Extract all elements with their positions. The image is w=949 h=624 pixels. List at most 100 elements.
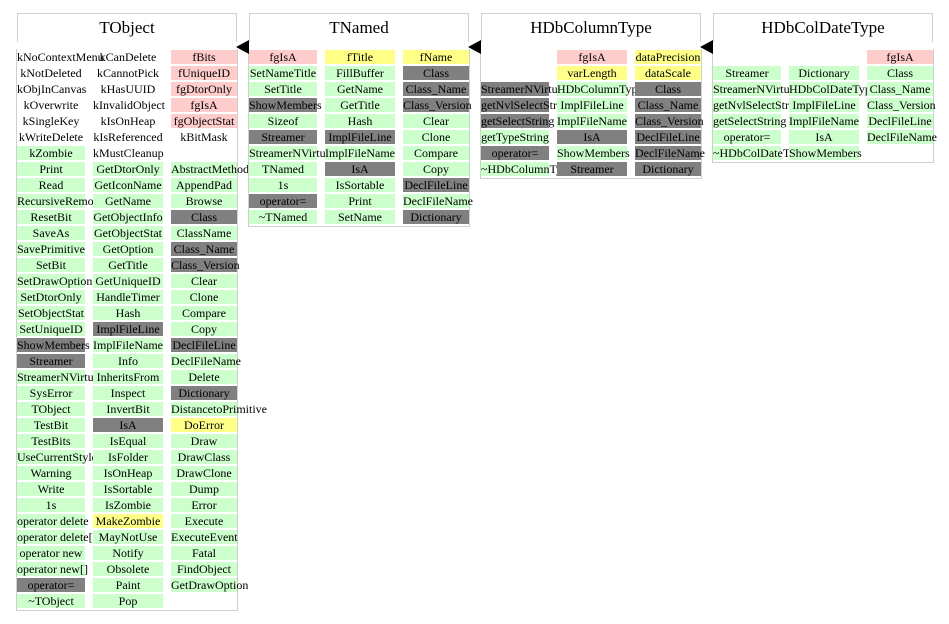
member-item[interactable]: operator new bbox=[17, 546, 85, 560]
member-item[interactable]: GetIconName bbox=[93, 178, 163, 192]
member-item[interactable]: Warning bbox=[17, 466, 85, 480]
member-item[interactable]: ShowMembers bbox=[557, 146, 630, 160]
member-item[interactable]: Class bbox=[867, 66, 933, 80]
member-item[interactable]: Draw bbox=[171, 434, 237, 448]
member-item[interactable]: operator= bbox=[17, 578, 85, 592]
member-item[interactable]: Class_Name bbox=[635, 98, 701, 112]
member-item[interactable]: MayNotUse bbox=[93, 530, 163, 544]
member-item[interactable]: Copy bbox=[403, 162, 469, 176]
member-item[interactable]: TNamed bbox=[249, 162, 317, 176]
member-item[interactable]: Clear bbox=[171, 274, 237, 288]
member-item[interactable]: Class_Version bbox=[867, 98, 936, 112]
member-item[interactable]: TObject bbox=[17, 402, 85, 416]
member-item[interactable]: SaveAs bbox=[17, 226, 85, 240]
member-item[interactable]: Class bbox=[635, 82, 701, 96]
member-item[interactable]: MakeZombie bbox=[93, 514, 163, 528]
data-member[interactable]: fUniqueID bbox=[171, 66, 237, 80]
member-item[interactable]: Class bbox=[171, 210, 237, 224]
data-member[interactable]: fgObjectStat bbox=[171, 114, 237, 128]
data-member[interactable]: fgIsA bbox=[557, 50, 627, 64]
member-item[interactable]: Paint bbox=[93, 578, 163, 592]
member-item[interactable]: ExecuteEvent bbox=[171, 530, 238, 544]
member-item[interactable]: Dictionary bbox=[635, 162, 701, 176]
member-item[interactable]: kWriteDelete bbox=[18, 130, 84, 144]
member-item[interactable]: SetName bbox=[325, 210, 395, 224]
member-item[interactable]: GetDtorOnly bbox=[93, 162, 163, 176]
member-item[interactable]: UseCurrentStyle bbox=[17, 450, 97, 464]
data-member[interactable]: fgIsA bbox=[249, 50, 317, 64]
member-item[interactable]: SetDrawOption bbox=[17, 274, 93, 288]
member-item[interactable]: ImplFileName bbox=[557, 114, 627, 128]
member-item[interactable]: 1s bbox=[17, 498, 85, 512]
member-item[interactable]: operator= bbox=[481, 146, 549, 160]
member-item[interactable]: GetName bbox=[93, 194, 163, 208]
member-item[interactable]: GetName bbox=[325, 82, 395, 96]
member-item[interactable]: kObjInCanvas bbox=[17, 82, 87, 96]
member-item[interactable]: kInvalidObject bbox=[93, 98, 165, 112]
member-item[interactable]: IsSortable bbox=[93, 482, 163, 496]
member-item[interactable]: ~TNamed bbox=[249, 210, 317, 224]
member-item[interactable]: Class_Name bbox=[867, 82, 933, 96]
member-item[interactable]: Read bbox=[17, 178, 85, 192]
member-item[interactable]: Class_Name bbox=[171, 242, 237, 256]
member-item[interactable]: DeclFileLine bbox=[867, 114, 933, 128]
member-item[interactable]: operator= bbox=[249, 194, 317, 208]
member-item[interactable]: StreamerNVirtual bbox=[17, 370, 103, 384]
member-item[interactable]: Obsolete bbox=[93, 562, 163, 576]
member-item[interactable]: Streamer bbox=[557, 162, 627, 176]
member-item[interactable]: RecursiveRemove bbox=[17, 194, 105, 208]
member-item[interactable]: TestBits bbox=[17, 434, 85, 448]
member-item[interactable]: Error bbox=[171, 498, 237, 512]
member-item[interactable]: FindObject bbox=[171, 562, 237, 576]
data-member[interactable]: fgIsA bbox=[867, 50, 933, 64]
member-item[interactable]: Print bbox=[325, 194, 395, 208]
member-item[interactable]: ClassName bbox=[171, 226, 237, 240]
member-item[interactable]: Streamer bbox=[249, 130, 317, 144]
data-member[interactable]: fgDtorOnly bbox=[171, 82, 237, 96]
member-item[interactable]: Sizeof bbox=[249, 114, 317, 128]
member-item[interactable]: getSelectString bbox=[713, 114, 787, 128]
member-item[interactable]: DistancetoPrimitive bbox=[171, 402, 267, 416]
member-item[interactable]: StreamerNVirtual bbox=[249, 146, 335, 160]
member-item[interactable]: varLength bbox=[557, 66, 627, 80]
member-item[interactable]: AbstractMethod bbox=[171, 162, 249, 176]
member-item[interactable]: GetOption bbox=[93, 242, 163, 256]
member-item[interactable]: kZombie bbox=[17, 146, 85, 160]
member-item[interactable]: Class_Version bbox=[403, 98, 472, 112]
member-item[interactable]: Clone bbox=[171, 290, 237, 304]
member-item[interactable]: DeclFileLine bbox=[171, 338, 237, 352]
member-item[interactable]: operator= bbox=[713, 130, 781, 144]
member-item[interactable]: kIsReferenced bbox=[93, 130, 163, 144]
member-item[interactable]: Clear bbox=[403, 114, 469, 128]
member-item[interactable]: IsA bbox=[789, 130, 859, 144]
member-item[interactable]: Compare bbox=[403, 146, 469, 160]
member-item[interactable]: Class_Version bbox=[635, 114, 704, 128]
member-item[interactable]: Class_Version bbox=[171, 258, 240, 272]
member-item[interactable]: kIsOnHeap bbox=[100, 114, 156, 128]
member-item[interactable]: IsA bbox=[325, 162, 395, 176]
member-item[interactable]: ImplFileLine bbox=[557, 98, 627, 112]
member-item[interactable]: operator new[] bbox=[17, 562, 88, 576]
member-item[interactable]: ~HDbColDateType bbox=[713, 146, 807, 160]
member-item[interactable]: fName bbox=[403, 50, 469, 64]
member-item[interactable]: kBitMask bbox=[180, 130, 228, 144]
member-item[interactable]: Compare bbox=[171, 306, 237, 320]
member-item[interactable]: GetTitle bbox=[325, 98, 395, 112]
member-item[interactable]: GetUniqueID bbox=[93, 274, 163, 288]
member-item[interactable]: DeclFileName bbox=[635, 146, 705, 160]
member-item[interactable]: ImplFileName bbox=[789, 114, 859, 128]
member-item[interactable]: kNotDeleted bbox=[20, 66, 82, 80]
member-item[interactable]: IsEqual bbox=[93, 434, 163, 448]
member-item[interactable]: GetTitle bbox=[93, 258, 163, 272]
member-item[interactable]: dataScale bbox=[635, 66, 701, 80]
member-item[interactable]: fTitle bbox=[325, 50, 395, 64]
member-item[interactable]: SetNameTitle bbox=[249, 66, 317, 80]
member-item[interactable]: DoError bbox=[171, 418, 237, 432]
member-item[interactable]: ImplFileLine bbox=[789, 98, 859, 112]
member-item[interactable]: Browse bbox=[171, 194, 237, 208]
member-item[interactable]: FillBuffer bbox=[325, 66, 395, 80]
member-item[interactable]: IsA bbox=[93, 418, 163, 432]
member-item[interactable]: ImplFileLine bbox=[93, 322, 163, 336]
member-item[interactable]: getNvlSelectString bbox=[481, 98, 573, 112]
member-item[interactable]: DrawClone bbox=[171, 466, 237, 480]
